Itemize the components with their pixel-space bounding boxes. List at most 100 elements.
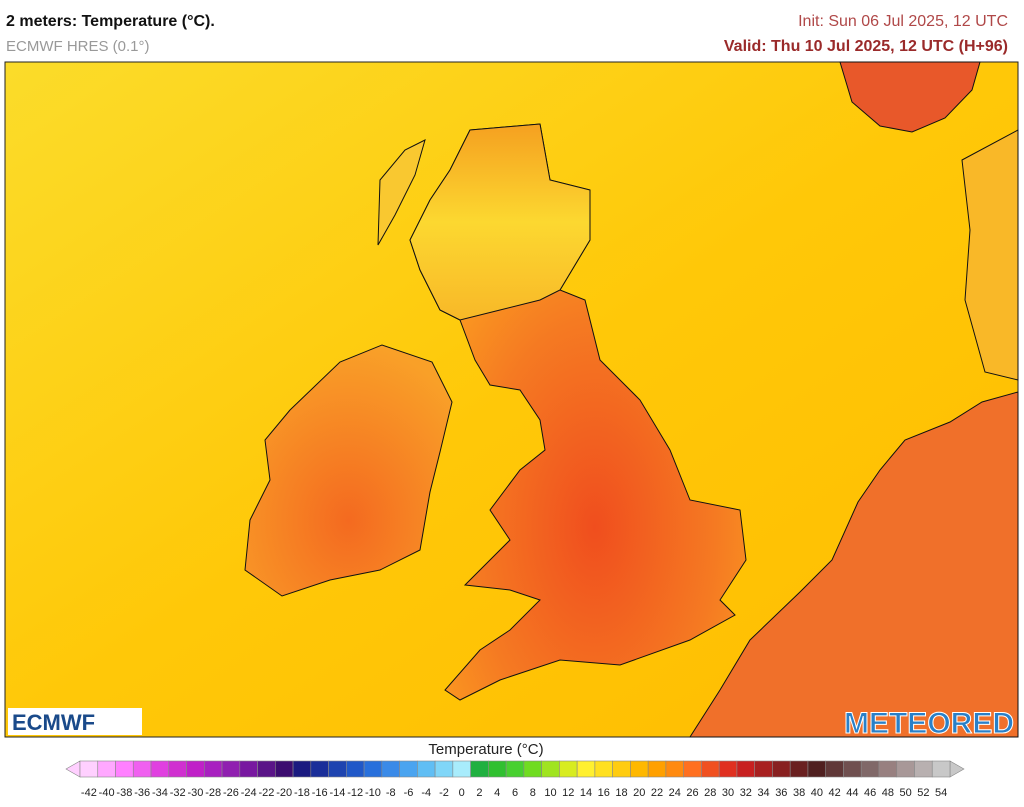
map: ECMWF METEORED bbox=[4, 61, 1019, 741]
colorbar-swatch bbox=[488, 760, 507, 778]
colorbar-swatch bbox=[292, 760, 312, 778]
colorbar-tick-label: 20 bbox=[633, 787, 645, 799]
colorbar-swatch bbox=[594, 760, 613, 778]
colorbar-swatch bbox=[860, 760, 880, 778]
colorbar-swatch bbox=[736, 760, 755, 778]
colorbar-swatch bbox=[718, 760, 738, 778]
colorbar-swatch bbox=[115, 760, 134, 778]
colorbar-tick-label: 40 bbox=[811, 787, 823, 799]
colorbar-tick-label: -32 bbox=[170, 787, 186, 799]
colorbar-swatch bbox=[630, 760, 649, 778]
colorbar-tick-label: -16 bbox=[312, 787, 328, 799]
model-name: ECMWF HRES (0.1°) bbox=[6, 38, 150, 55]
colorbar-swatch bbox=[807, 760, 827, 778]
colorbar-tick-label: 48 bbox=[882, 787, 894, 799]
colorbar-swatch bbox=[203, 760, 223, 778]
colorbar-tick-label: 8 bbox=[530, 787, 536, 799]
colorbar-swatch bbox=[541, 760, 560, 778]
colorbar-tick-label: 46 bbox=[864, 787, 876, 799]
colorbar-tick-label: -4 bbox=[421, 787, 431, 799]
colorbar-swatch bbox=[559, 760, 578, 778]
colorbar-tick-label: -12 bbox=[347, 787, 363, 799]
colorbar-swatch bbox=[754, 760, 773, 778]
colorbar-swatch bbox=[452, 760, 471, 778]
colorbar-swatch bbox=[772, 760, 791, 778]
colorbar-swatch bbox=[97, 760, 116, 778]
ecmwf-logo: ECMWF bbox=[12, 710, 95, 735]
colorbar-tick-label: -38 bbox=[116, 787, 132, 799]
colorbar-swatch bbox=[399, 760, 418, 778]
colorbar: -42 -40 -38 -36 -34 -32 -30 -28 -26 -24 -22 -20 -18-… bbox=[65, 760, 965, 799]
colorbar-swatch bbox=[470, 760, 489, 778]
continent bbox=[689, 391, 1019, 738]
norway bbox=[839, 61, 981, 133]
ecmwf-logo-box bbox=[8, 708, 142, 735]
colorbar-swatch bbox=[310, 760, 329, 778]
colorbar-tick-label: 38 bbox=[793, 787, 805, 799]
colorbar-swatch bbox=[825, 760, 844, 778]
colorbar-swatch bbox=[221, 760, 241, 778]
colorbar-tick-label: 52 bbox=[917, 787, 929, 799]
colorbar-tick-label: 30 bbox=[722, 787, 734, 799]
colorbar-tick-label: 12 bbox=[562, 787, 574, 799]
valid-time: Valid: Thu 10 Jul 2025, 12 UTC (H+96) bbox=[724, 38, 1008, 55]
colorbar-swatch bbox=[257, 760, 276, 778]
colorbar-swatch bbox=[186, 760, 205, 778]
colorbar-tick-label: -24 bbox=[241, 787, 257, 799]
colorbar-tick-label: -20 bbox=[276, 787, 292, 799]
colorbar-tick-label: 54 bbox=[935, 787, 947, 799]
colorbar-swatch bbox=[275, 760, 294, 778]
colorbar-tick-label: -30 bbox=[187, 787, 203, 799]
colorbar-tick-label: -6 bbox=[404, 787, 414, 799]
colorbar-swatch bbox=[434, 760, 454, 778]
legend-title: Temperature (°C) bbox=[428, 741, 543, 758]
colorbar-swatch bbox=[931, 760, 951, 778]
colorbar-swatch bbox=[523, 760, 542, 778]
colorbar-tick-label: 10 bbox=[544, 787, 556, 799]
ireland bbox=[244, 344, 453, 597]
colorbar-swatch bbox=[328, 760, 347, 778]
colorbar-swatch bbox=[505, 760, 525, 778]
colorbar-tick-label: 24 bbox=[669, 787, 681, 799]
denmark-sweden bbox=[961, 129, 1019, 381]
colorbar-swatch bbox=[878, 760, 898, 778]
colorbar-swatch bbox=[683, 760, 702, 778]
colorbar-swatch bbox=[789, 760, 809, 778]
colorbar-tick-label: -26 bbox=[223, 787, 239, 799]
colorbar-tick-label: 42 bbox=[828, 787, 840, 799]
colorbar-swatch bbox=[665, 760, 684, 778]
meteored-logo: METEORED bbox=[844, 707, 1014, 740]
colorbar-swatch bbox=[576, 760, 596, 778]
colorbar-swatch bbox=[612, 760, 631, 778]
colorbar-tick-label: -10 bbox=[365, 787, 381, 799]
colorbar-tick-label: 4 bbox=[494, 787, 500, 799]
colorbar-tick-label: 18 bbox=[615, 787, 627, 799]
colorbar-tick-label: 16 bbox=[598, 787, 610, 799]
colorbar-tick-label: 36 bbox=[775, 787, 787, 799]
colorbar-tick-label: -22 bbox=[258, 787, 274, 799]
colorbar-swatch bbox=[896, 760, 915, 778]
colorbar-tick-label: 14 bbox=[580, 787, 592, 799]
colorbar-swatch bbox=[150, 760, 170, 778]
colorbar-tick-label: -40 bbox=[99, 787, 115, 799]
colorbar-tick-label: -28 bbox=[205, 787, 221, 799]
colorbar-tick-label: 0 bbox=[459, 787, 465, 799]
colorbar-tick-label: 22 bbox=[651, 787, 663, 799]
init-time: Init: Sun 06 Jul 2025, 12 UTC bbox=[798, 13, 1008, 30]
colorbar-tick-label: 6 bbox=[512, 787, 518, 799]
colorbar-low-end bbox=[65, 760, 81, 778]
colorbar-tick-label: 28 bbox=[704, 787, 716, 799]
colorbar-swatch bbox=[381, 760, 400, 778]
map-title: 2 meters: Temperature (°C). bbox=[6, 13, 215, 30]
colorbar-swatch bbox=[239, 760, 258, 778]
colorbar-swatch bbox=[363, 760, 383, 778]
colorbar-tick-label: 34 bbox=[757, 787, 769, 799]
colorbar-swatch bbox=[132, 760, 152, 778]
colorbar-tick-label: 44 bbox=[846, 787, 858, 799]
colorbar-tick-label: -18 bbox=[294, 787, 310, 799]
colorbar-tick-label: -34 bbox=[152, 787, 168, 799]
colorbar-tick-label: 50 bbox=[899, 787, 911, 799]
hebrides bbox=[377, 139, 426, 246]
colorbar-tick-label: 32 bbox=[740, 787, 752, 799]
